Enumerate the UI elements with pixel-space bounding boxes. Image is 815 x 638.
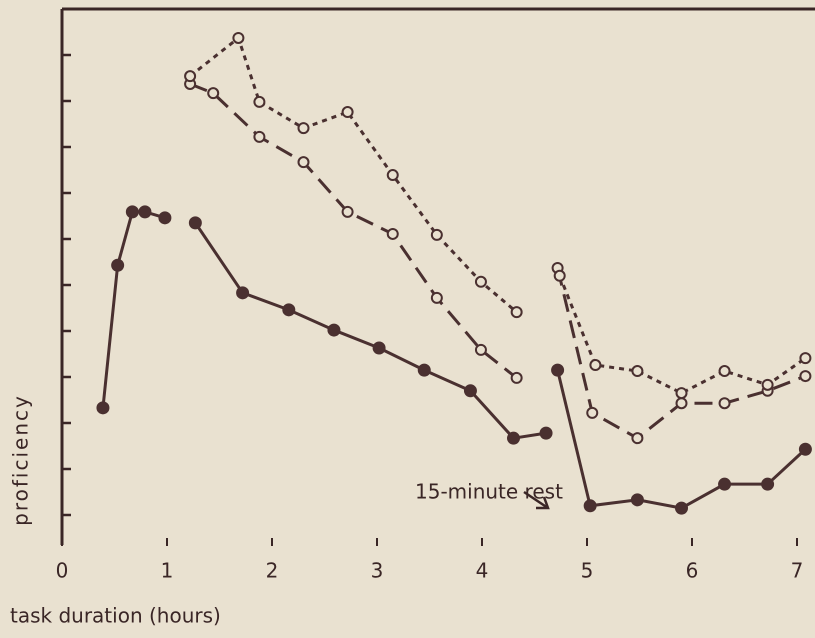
point [430,291,443,304]
point [236,286,250,300]
point [327,323,341,337]
point [341,205,354,218]
point [297,156,310,169]
point [799,370,812,383]
point [675,397,688,410]
point [583,499,597,513]
annotation-arrow [523,490,550,510]
point [463,384,477,398]
point [589,359,602,372]
point [341,106,354,119]
x-tick-label: 7 [791,559,804,583]
point [474,275,487,288]
point [718,477,732,491]
point [386,169,399,182]
point [510,306,523,319]
point [111,258,125,272]
point [125,205,139,219]
point [553,269,566,282]
point [761,378,774,391]
point [253,130,266,143]
point [386,227,399,240]
point [184,70,197,83]
point [297,122,310,135]
point [718,397,731,410]
point [417,363,431,377]
point [631,432,644,445]
point [207,87,220,100]
point [631,365,644,378]
x-tick-label: 4 [476,559,489,583]
point [158,211,172,225]
point [718,365,731,378]
point [474,343,487,356]
x-tick-label: 1 [161,559,174,583]
x-axis-label: task duration (hours) [10,604,221,628]
point [430,228,443,241]
point [96,401,110,415]
point [630,493,644,507]
point [253,95,266,108]
x-tick-label: 6 [686,559,699,583]
point [799,352,812,365]
point [798,442,812,456]
x-tick-label: 3 [371,559,384,583]
point [282,303,296,317]
point [539,426,553,440]
x-tick-label: 2 [266,559,279,583]
annotation: 15-minute rest [415,480,563,504]
x-tick-label: 5 [581,559,594,583]
x-tick-label: 0 [56,559,69,583]
point [138,205,152,219]
point [675,501,688,515]
point [188,216,202,230]
point [507,431,520,445]
y-axis-label: proficiency [9,394,33,526]
point [372,341,386,355]
point [510,371,523,384]
point [551,363,565,377]
point [586,406,599,419]
point [675,387,688,400]
point [232,31,245,44]
point [761,477,775,491]
